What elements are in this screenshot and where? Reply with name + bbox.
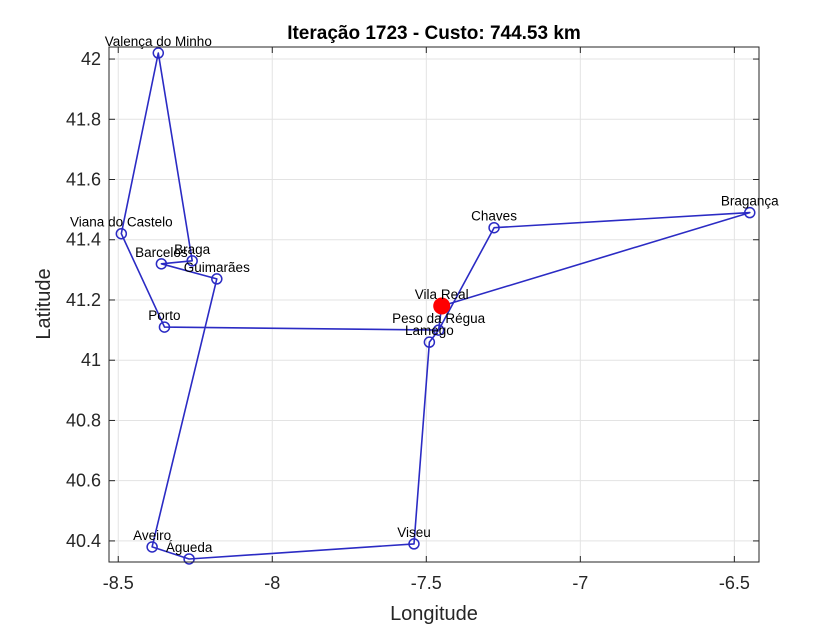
city-marker xyxy=(488,221,500,234)
city-marker xyxy=(186,255,198,267)
city-markers xyxy=(115,47,756,565)
city-label: Porto xyxy=(148,308,180,323)
y-axis-label: Latitude xyxy=(33,268,55,339)
city-label: Braga xyxy=(174,242,211,257)
city-marker xyxy=(152,47,165,59)
y-tick-label: 40.8 xyxy=(66,410,101,430)
y-tick-label: 42 xyxy=(81,49,101,69)
plot-frame xyxy=(108,46,760,563)
city-marker xyxy=(155,258,168,270)
current-city-marker xyxy=(433,297,451,315)
city-marker xyxy=(115,227,128,240)
city-label: Vila Real xyxy=(415,287,469,302)
grid-lines xyxy=(109,47,759,562)
city-marker xyxy=(146,541,158,553)
city-label: Valença do Minho xyxy=(105,34,212,49)
city-marker xyxy=(423,336,436,348)
city-marker xyxy=(158,321,171,333)
city-marker xyxy=(183,553,195,565)
city-label: Viseu xyxy=(397,525,431,540)
x-tick-label: -7.5 xyxy=(411,573,442,593)
y-tick-label: 40.6 xyxy=(66,471,101,491)
city-label: Águeda xyxy=(166,540,213,555)
city-label: Aveiro xyxy=(133,528,171,543)
y-tick-label: 41.8 xyxy=(66,109,101,129)
y-tick-label: 41.2 xyxy=(66,290,101,310)
city-labels: Valença do Minho Viana do Castelo Barcelos… xyxy=(70,34,779,555)
axis-ticks: -8.5 -8 -7.5 -7 -6.5 40.4 40.6 40.8 41 41.2 41.4 41… xyxy=(66,47,759,593)
x-axis-label: Longitude xyxy=(390,603,478,625)
city-label: Peso da Régua xyxy=(392,311,486,326)
city-marker xyxy=(744,206,756,219)
chart-title: Iteração 1723 - Custo: 744.53 km xyxy=(287,23,581,44)
y-tick-label: 41.4 xyxy=(66,230,101,250)
city-label: Bragança xyxy=(721,194,779,209)
x-tick-label: -7 xyxy=(572,573,588,593)
route-path xyxy=(120,52,751,560)
city-label: Lamego xyxy=(405,323,454,338)
y-tick-label: 41 xyxy=(81,350,101,370)
y-tick-label: 40.4 xyxy=(66,531,101,551)
y-tick-label: 41.6 xyxy=(66,170,101,190)
city-label: Barcelos xyxy=(135,245,188,260)
city-label: Guimarães xyxy=(184,260,250,275)
x-tick-label: -6.5 xyxy=(719,573,750,593)
city-marker xyxy=(211,273,223,285)
city-marker xyxy=(408,538,420,550)
x-tick-label: -8.5 xyxy=(103,573,134,593)
city-label: Viana do Castelo xyxy=(70,215,173,230)
route-line xyxy=(120,52,751,560)
x-tick-label: -8 xyxy=(264,573,280,593)
city-marker xyxy=(432,324,445,336)
city-label: Chaves xyxy=(471,209,517,224)
